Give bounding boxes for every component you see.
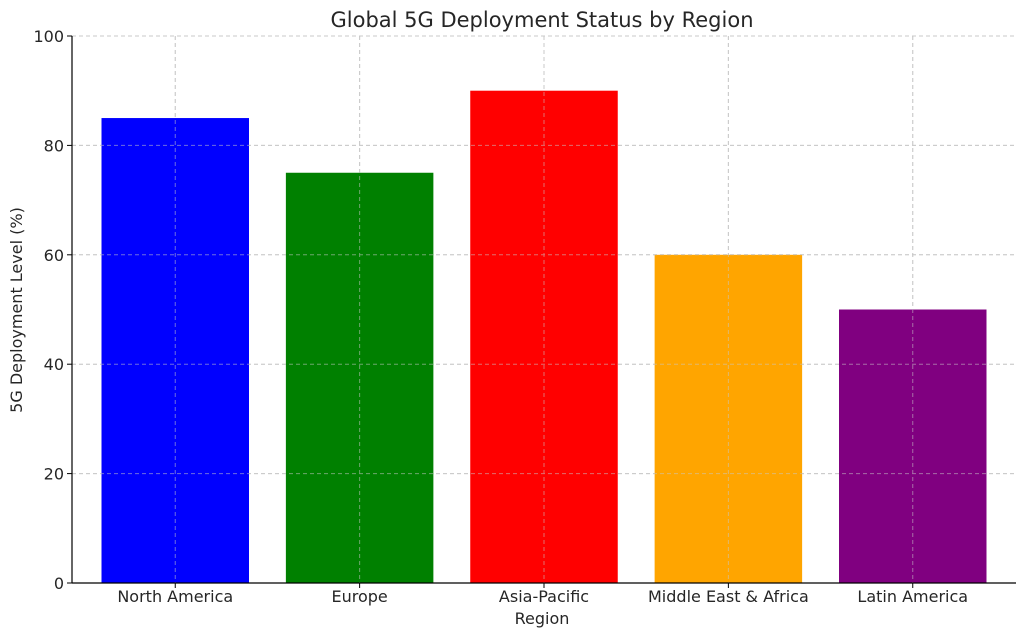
x-tick-label: Asia-Pacific — [499, 587, 589, 606]
y-axis-label: 5G Deployment Level (%) — [7, 207, 26, 413]
y-tick-label: 60 — [44, 246, 64, 265]
x-ticks: North America Europe Asia-Pacific Middle Ea… — [117, 583, 968, 606]
x-tick-label: Europe — [331, 587, 387, 606]
chart-title: Global 5G Deployment Status by Region — [330, 8, 753, 32]
x-tick-label: Latin America — [857, 587, 968, 606]
y-tick-label: 40 — [44, 355, 64, 374]
y-tick-label: 100 — [33, 27, 64, 46]
x-tick-label: Middle East & Africa — [648, 587, 809, 606]
grid-overlay — [72, 35, 1016, 583]
y-ticks: 0 20 40 60 80 100 — [33, 27, 72, 593]
x-axis-label: Region — [515, 609, 570, 628]
y-tick-label: 0 — [54, 574, 64, 593]
x-tick-label: North America — [117, 587, 233, 606]
y-tick-label: 80 — [44, 136, 64, 155]
y-tick-label: 20 — [44, 465, 64, 484]
bar-latin-america — [839, 309, 987, 583]
